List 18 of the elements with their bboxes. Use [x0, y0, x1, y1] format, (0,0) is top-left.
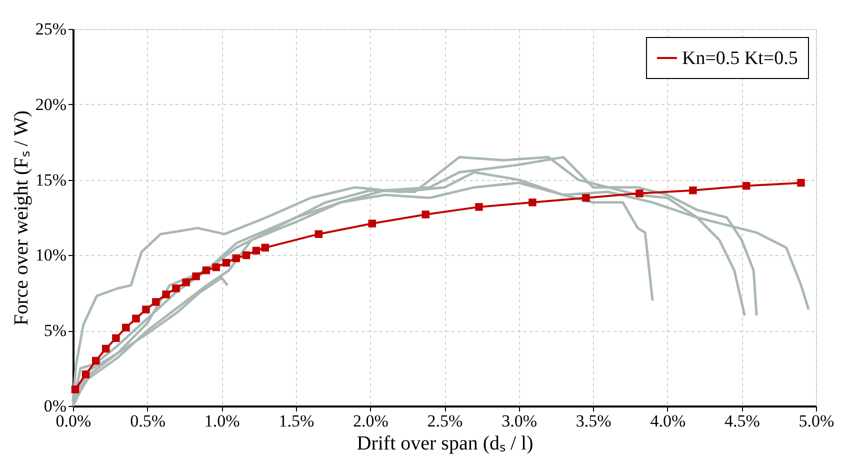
x-tick-label: 5.0% — [798, 412, 834, 430]
x-tick-label: 2.0% — [352, 412, 388, 430]
x-tick-label: 2.5% — [427, 412, 463, 430]
y-tick-label: 25% — [35, 20, 66, 38]
x-tick-label: 0.5% — [130, 412, 166, 430]
x-tick-label: 1.0% — [204, 412, 240, 430]
x-tick-label: 1.5% — [278, 412, 314, 430]
x-axis-title: Drift over span (dₛ / l) — [356, 432, 534, 454]
y-tick-label: 15% — [35, 170, 66, 190]
x-tick-label: 4.0% — [650, 412, 686, 430]
x-tick-label: 3.0% — [502, 412, 538, 430]
x-tick-label: 3.5% — [576, 412, 612, 430]
y-axis-title: Force over weight (Fₛ / W) — [10, 110, 32, 326]
y-tick-label: 5% — [44, 321, 66, 340]
x-tick-label: 4.5% — [724, 412, 760, 430]
legend-label: Kn=0.5 Kt=0.5 — [682, 48, 798, 69]
y-tick-label: 10% — [35, 246, 66, 265]
y-tick-label: 20% — [35, 94, 66, 114]
